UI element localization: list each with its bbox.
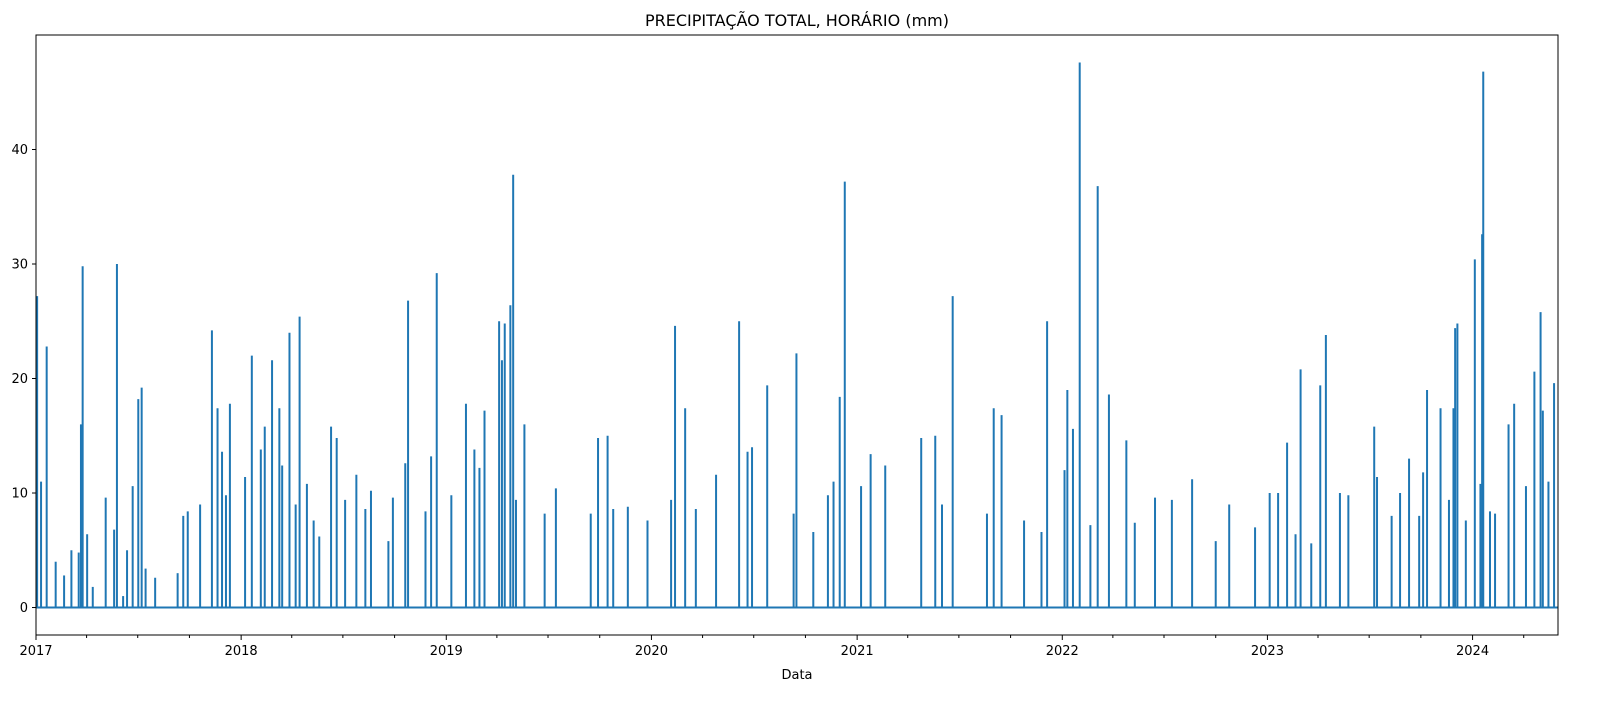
series-layer (36, 62, 1558, 609)
y-axis: 0 10 20 30 40 (11, 143, 36, 616)
x-tick-label: 2024 (1456, 644, 1489, 659)
y-tick-label: 0 (20, 601, 28, 616)
x-tick-label: 2020 (635, 644, 668, 659)
x-tick-label: 2023 (1251, 644, 1284, 659)
plot-frame (35, 34, 1559, 636)
y-tick-label: 10 (11, 487, 28, 502)
y-tick-label: 40 (11, 143, 28, 158)
y-tick-label: 30 (11, 258, 28, 273)
x-tick-label: 2017 (19, 644, 52, 659)
x-tick-label: 2018 (225, 644, 258, 659)
x-axis-label: Data (781, 668, 812, 683)
x-tick-label: 2021 (841, 644, 874, 659)
y-tick-label: 20 (11, 372, 28, 387)
x-tick-label: 2022 (1046, 644, 1079, 659)
x-tick-label: 2019 (430, 644, 463, 659)
chart-title: PRECIPITAÇÃO TOTAL, HORÁRIO (mm) (645, 11, 949, 30)
x-axis: 2017 2018 2019 2020 2021 2022 2023 2024 (19, 635, 1525, 659)
